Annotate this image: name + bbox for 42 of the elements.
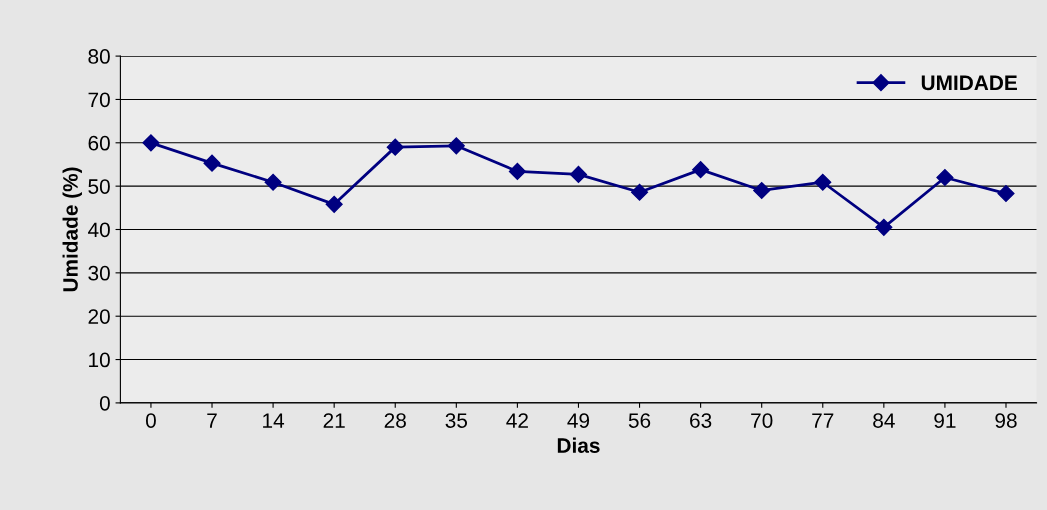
y-tick-label: 60 xyxy=(88,135,110,151)
x-tick-label: 14 xyxy=(263,413,285,428)
point xyxy=(508,162,526,180)
point xyxy=(753,181,771,200)
point xyxy=(386,138,404,156)
point xyxy=(325,195,343,213)
x-tick-label: 98 xyxy=(995,413,1017,428)
y-axis-title: Umidade (%) xyxy=(62,167,82,292)
x-tick-label: 84 xyxy=(873,413,895,428)
point xyxy=(814,173,832,191)
x-tick-label: 77 xyxy=(812,413,834,428)
x-tick-label: 21 xyxy=(323,413,345,428)
point xyxy=(447,137,465,155)
y-tick-label: 80 xyxy=(88,49,110,64)
point xyxy=(875,218,893,236)
point xyxy=(569,165,588,183)
y-tick-label: 50 xyxy=(88,179,110,194)
point xyxy=(264,173,282,191)
point xyxy=(203,154,221,172)
y-tick-label: 30 xyxy=(88,265,110,281)
y-tick-label: 40 xyxy=(87,222,110,238)
y-tick-label: 20 xyxy=(88,309,110,324)
x-tick-label: 70 xyxy=(751,413,773,428)
x-tick-label: 28 xyxy=(384,413,406,428)
x-tick-label: 0 xyxy=(145,413,156,428)
point xyxy=(692,161,710,179)
x-axis-title: Dias xyxy=(557,437,600,453)
point xyxy=(997,184,1015,203)
y-tick-label: 10 xyxy=(89,352,110,368)
x-tick-label: 35 xyxy=(445,413,468,428)
y-tick-label: 0 xyxy=(99,395,110,411)
point xyxy=(630,183,649,201)
point xyxy=(936,168,954,187)
legend-label: UMIDADE xyxy=(921,75,1017,91)
point xyxy=(142,134,160,152)
x-tick-label: 49 xyxy=(567,413,590,428)
x-tick-label: 63 xyxy=(690,413,712,428)
x-tick-label: 91 xyxy=(934,413,956,428)
x-tick-label: 56 xyxy=(628,413,651,428)
x-tick-label: 7 xyxy=(207,413,217,428)
x-tick-label: 42 xyxy=(506,413,528,428)
y-tick-label: 70 xyxy=(88,92,110,108)
